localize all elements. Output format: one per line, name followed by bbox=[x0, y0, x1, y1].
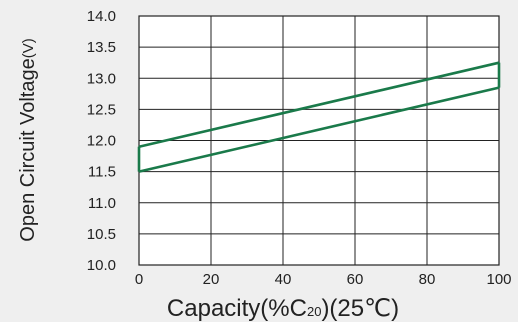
y-tick-labels: 14.0 13.5 13.0 12.5 12.0 11.5 11.0 10.5 10.0 bbox=[87, 8, 116, 274]
y-tick-label: 10.5 bbox=[87, 226, 116, 243]
x-axis-label-suffix: )(25℃) bbox=[321, 295, 399, 322]
x-axis-label-subscript: 20 bbox=[307, 304, 321, 319]
y-tick-label: 10.0 bbox=[87, 257, 116, 274]
y-tick-label: 12.0 bbox=[87, 133, 116, 150]
y-tick-label: 13.5 bbox=[87, 39, 116, 56]
y-tick-label: 14.0 bbox=[87, 8, 116, 25]
x-tick-label: 0 bbox=[135, 271, 143, 288]
x-tick-label: 80 bbox=[419, 271, 436, 288]
x-tick-label: 40 bbox=[275, 271, 292, 288]
x-tick-labels: 0 20 40 60 80 100 bbox=[135, 271, 512, 288]
series-line-1 bbox=[138, 61, 500, 148]
y-tick-label: 12.5 bbox=[87, 101, 116, 118]
series-layer bbox=[137, 61, 501, 173]
x-axis-title: Capacity(%C20)(25℃) bbox=[167, 295, 399, 322]
x-tick-label: 100 bbox=[486, 271, 511, 288]
y-tick-label: 11.0 bbox=[88, 195, 116, 212]
x-tick-label: 60 bbox=[347, 271, 364, 288]
x-axis-label-prefix: Capacity(%C bbox=[167, 295, 307, 322]
plot-border bbox=[138, 15, 500, 266]
y-axis-unit: (V) bbox=[20, 38, 37, 58]
x-tick-label: 20 bbox=[203, 271, 220, 288]
y-axis-title: Open Circuit Voltage(V) bbox=[17, 38, 39, 241]
y-tick-label: 13.0 bbox=[87, 70, 116, 87]
y-tick-label: 11.5 bbox=[88, 164, 116, 181]
series-line-2 bbox=[138, 86, 500, 173]
y-axis-label: Open Circuit Voltage bbox=[17, 58, 39, 241]
grid bbox=[138, 15, 500, 266]
